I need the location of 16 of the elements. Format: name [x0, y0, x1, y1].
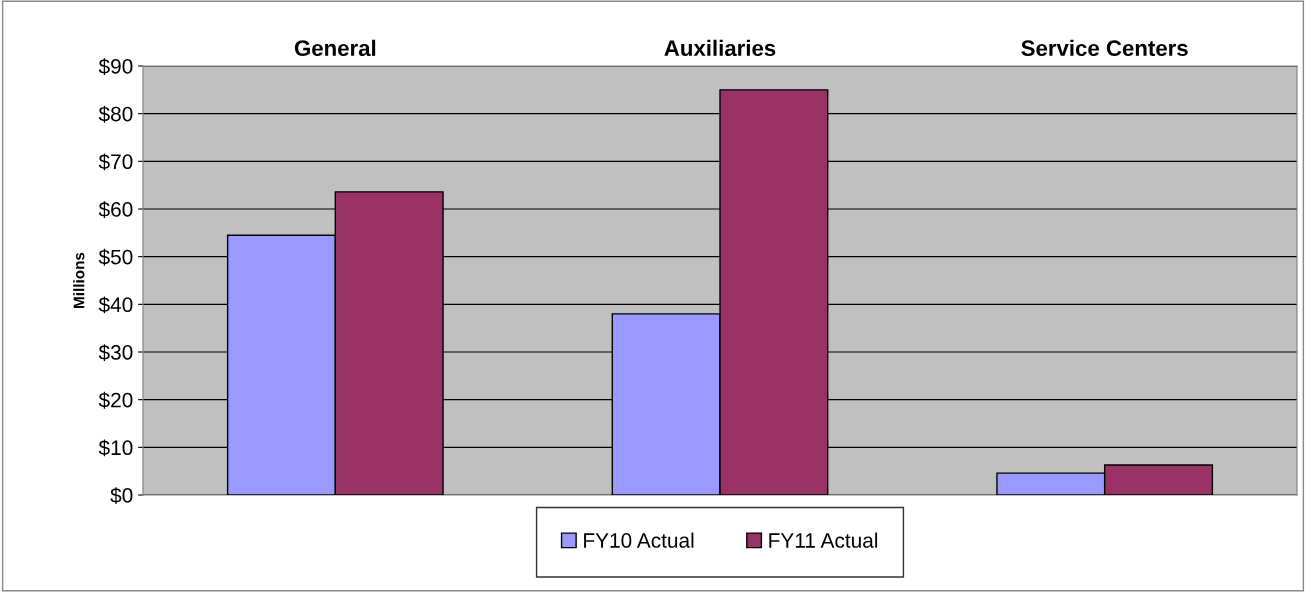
y-tick-label: $60 — [98, 201, 133, 218]
y-tick-label: $90 — [98, 58, 133, 75]
x-tick-label: Service Centers — [1021, 39, 1188, 57]
legend-label: FY10 Actual — [584, 532, 694, 548]
y-tick-label: $50 — [98, 248, 133, 266]
y-tick-label: $30 — [98, 344, 133, 361]
legend-label: FY11 Actual — [769, 532, 878, 548]
x-tick-label: Auxiliaries — [664, 39, 776, 57]
y-tick-label: $80 — [98, 105, 133, 123]
y-axis-title: Millions — [73, 252, 85, 308]
x-tick-label: General — [294, 39, 376, 57]
y-tick-label: $10 — [98, 439, 133, 457]
y-tick-label: $0 — [110, 487, 133, 504]
y-tick-label: $20 — [98, 391, 133, 409]
y-tick-label: $40 — [98, 296, 133, 314]
y-tick-label: $70 — [98, 153, 133, 171]
